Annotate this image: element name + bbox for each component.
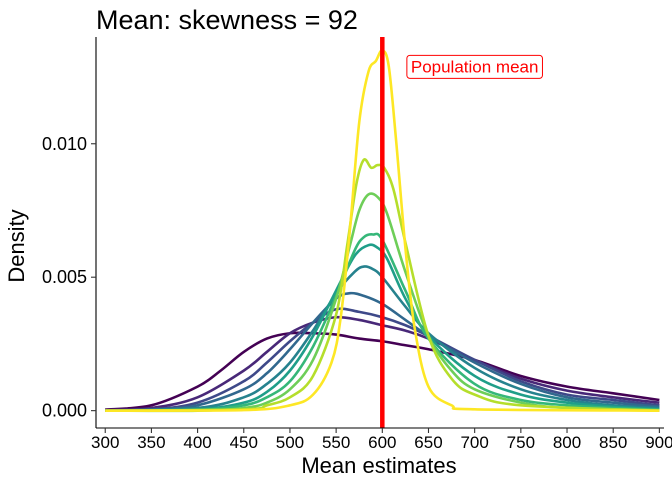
density-curve-6: [105, 243, 660, 412]
series-layer: [105, 49, 660, 413]
annotation-label: Population mean: [411, 57, 539, 76]
x-tick-label: 400: [183, 433, 211, 452]
y-tick-label: 0.010: [42, 134, 87, 154]
density-curve-4: [105, 291, 660, 412]
density-curve-1: [105, 331, 660, 411]
y-axis-title: Density: [4, 209, 29, 282]
x-tick-label: 300: [91, 433, 119, 452]
density-curve-10: [105, 49, 660, 412]
density-curve-8: [105, 192, 660, 413]
density-curve-7: [105, 232, 660, 412]
annotation-box: [406, 54, 543, 79]
chart-title: Mean: skewness = 92: [96, 5, 358, 35]
annotation-layer: Population mean: [406, 54, 543, 79]
x-tick-label: 350: [137, 433, 165, 452]
y-tick-label: 0.000: [42, 401, 87, 421]
x-axis-title: Mean estimates: [301, 453, 456, 478]
y-tick-label: 0.005: [42, 267, 87, 287]
axes-layer: 300 350 400 450 500 550 600 650 700 750 800 850 900 0…: [42, 37, 672, 452]
x-tick-label: 450: [230, 433, 258, 452]
density-curve-9: [105, 158, 660, 412]
x-tick-label: 850: [599, 433, 627, 452]
density-curve-3: [105, 307, 660, 412]
x-tick-label: 650: [414, 433, 442, 452]
density-curve-5: [105, 265, 660, 412]
x-tick-label: 550: [322, 433, 350, 452]
x-tick-label: 900: [645, 433, 672, 452]
density-curve-2: [105, 315, 660, 412]
x-tick-label: 700: [460, 433, 488, 452]
x-tick-label: 500: [276, 433, 304, 452]
x-tick-label: 750: [507, 433, 535, 452]
x-tick-label: 800: [553, 433, 581, 452]
x-tick-label: 600: [368, 433, 396, 452]
